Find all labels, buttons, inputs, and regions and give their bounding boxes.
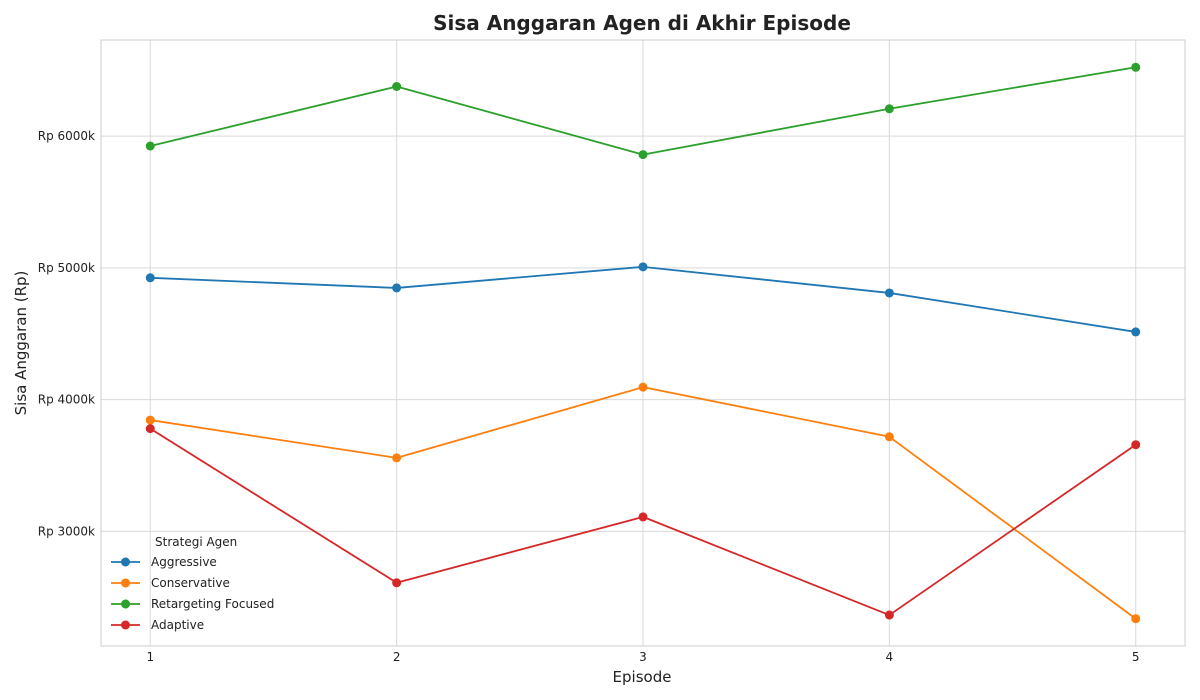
series-group [145, 424, 1141, 620]
data-point [145, 141, 155, 151]
grid [101, 40, 1185, 646]
y-tick-label: Rp 6000k [38, 129, 95, 143]
legend-marker [121, 557, 130, 567]
legend-items: Aggressive Conservative Retargeting Focuse… [111, 555, 274, 632]
y-tick-label: Rp 4000k [38, 393, 95, 407]
x-tick-label: 2 [393, 650, 401, 664]
plot-frame [100, 39, 1186, 647]
data-point [884, 104, 894, 114]
data-point [392, 82, 402, 92]
data-point [638, 512, 648, 522]
legend-label: Adaptive [151, 618, 204, 632]
data-point [638, 262, 648, 272]
series-group [145, 62, 1141, 160]
data-point [392, 453, 402, 463]
legend-label: Retargeting Focused [151, 597, 274, 611]
data-point [1131, 614, 1141, 624]
data-point [145, 424, 155, 434]
legend-item: Adaptive [111, 618, 204, 632]
x-tick-label: 3 [639, 650, 647, 664]
x-axis-label: Episode [613, 668, 672, 686]
data-point [638, 382, 648, 392]
legend-label: Aggressive [151, 555, 217, 569]
x-tick-label: 1 [146, 650, 154, 664]
x-tick-label: 4 [886, 650, 894, 664]
data-point [392, 578, 402, 588]
series-group [145, 262, 1141, 337]
data-point [884, 288, 894, 298]
legend-item: Retargeting Focused [111, 597, 274, 611]
series-layer [145, 62, 1141, 624]
data-point [1131, 440, 1141, 450]
y-axis-label: Sisa Anggaran (Rp) [12, 271, 30, 416]
legend-item: Aggressive [111, 555, 217, 569]
legend-marker [121, 578, 130, 588]
data-point [1131, 62, 1141, 72]
legend-item: Conservative [111, 576, 230, 590]
data-point [145, 273, 155, 283]
chart-title: Sisa Anggaran Agen di Akhir Episode [433, 11, 851, 35]
data-point [884, 610, 894, 620]
legend-marker [121, 599, 130, 609]
legend-title: Strategi Agen [155, 535, 237, 549]
data-point [145, 415, 155, 425]
series-group [145, 382, 1141, 624]
y-tick-label: Rp 5000k [38, 261, 95, 275]
legend-label: Conservative [151, 576, 230, 590]
data-point [884, 432, 894, 442]
data-point [1131, 327, 1141, 337]
y-tick-label: Rp 3000k [38, 524, 95, 538]
legend: Strategi Agen Aggressive Conservative Reta… [111, 535, 274, 632]
x-tick-label: 5 [1132, 650, 1140, 664]
data-point [638, 150, 648, 160]
legend-marker [121, 620, 130, 630]
axis-ticks: 1 2 3 4 5 Rp 3000k Rp 4000k Rp 5000k Rp 6000k [38, 129, 1140, 664]
data-point [392, 283, 402, 293]
